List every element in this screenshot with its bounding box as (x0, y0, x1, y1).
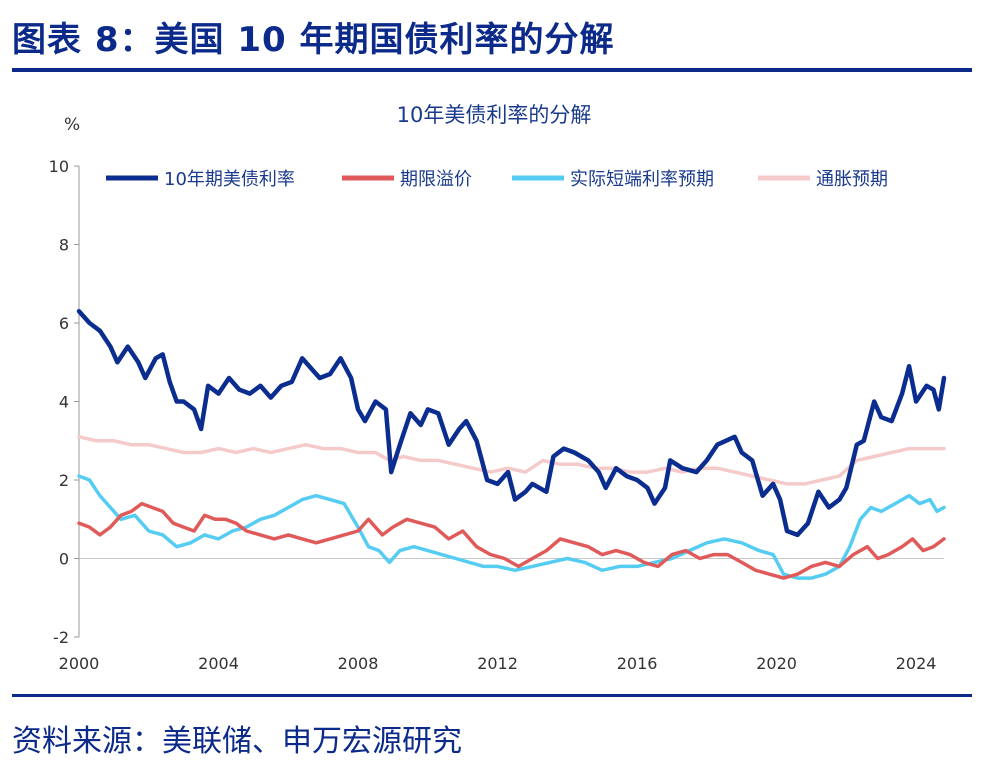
source-rule (12, 694, 972, 697)
x-tick-label: 2000 (59, 654, 100, 673)
decomposition-chart: 10年美债利率的分解 % -2 0 2 4 6 8 10 2000 2004 2008 2012 20… (49, 103, 947, 673)
series-line-3 (77, 474, 946, 580)
x-tick-label: 2024 (896, 654, 937, 673)
legend-label-3: 实际短端利率预期 (570, 169, 714, 190)
chart-title: 10年美债利率的分解 (397, 103, 592, 127)
series-line-1 (76, 308, 947, 538)
x-tick-label: 2020 (756, 654, 797, 673)
y-tick-label: 4 (59, 393, 69, 412)
y-axis-unit: % (64, 115, 80, 135)
series-line-2 (77, 501, 946, 580)
y-tick-label: 8 (59, 236, 69, 255)
axes: -2 0 2 4 6 8 10 2000 2004 2008 2012 2016 2020 2024 (49, 157, 944, 673)
x-tick-label: 2012 (477, 654, 518, 673)
source-note: 资料来源：美联储、申万宏源研究 (12, 724, 462, 759)
y-tick-label: -2 (53, 628, 69, 647)
series-layer (76, 308, 947, 580)
legend-label-4: 通胀预期 (816, 169, 888, 190)
x-tick-label: 2008 (338, 654, 379, 673)
y-tick-label: 2 (59, 471, 69, 490)
y-tick-label: 0 (59, 550, 69, 569)
x-tick-label: 2016 (617, 654, 658, 673)
y-tick-label: 6 (59, 314, 69, 333)
series-line-4 (77, 435, 946, 486)
y-tick-label: 10 (49, 157, 69, 176)
legend: 10年期美债利率 期限溢价 实际短端利率预期 通胀预期 (106, 169, 888, 190)
legend-label-2: 期限溢价 (400, 169, 472, 190)
figure-title: 图表 8：美国 10 年期国债利率的分解 (12, 20, 615, 60)
title-rule (12, 68, 972, 72)
x-tick-label: 2004 (198, 654, 239, 673)
legend-label-1: 10年期美债利率 (164, 169, 295, 190)
